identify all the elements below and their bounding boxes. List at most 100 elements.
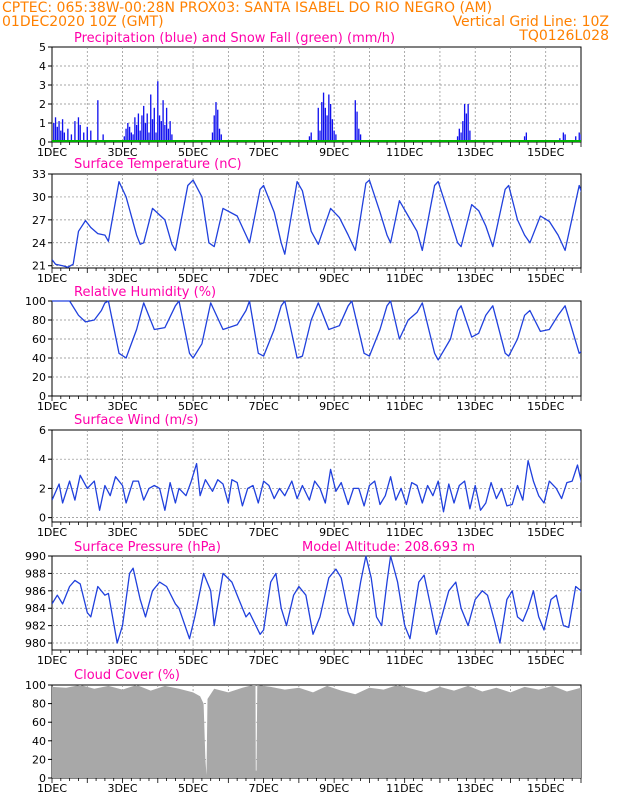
precip-bar xyxy=(211,132,214,142)
panel-3: 0 20 40 60 80 100 1DEC 3DEC 5DEC 7DEC 9DEC 11DEC 13D… xyxy=(25,285,582,413)
x-tick-label: 5DEC xyxy=(178,526,208,539)
precip-bar xyxy=(90,130,92,142)
x-tick-label: 9DEC xyxy=(319,526,349,539)
precip-bar xyxy=(578,132,580,142)
precip-bar xyxy=(130,132,133,142)
x-tick-label: 3DEC xyxy=(107,654,137,667)
precip-bar xyxy=(70,134,73,142)
y-tick-label: 980 xyxy=(25,637,46,650)
precip-bar xyxy=(328,94,330,142)
x-tick-label: 11DEC xyxy=(386,272,423,285)
precip-bar xyxy=(160,121,162,142)
precip-bar xyxy=(141,115,143,142)
precip-bar xyxy=(56,126,58,142)
header-grid-line: Vertical Grid Line: 10Z xyxy=(452,14,609,30)
y-tick-label: 100 xyxy=(25,679,46,692)
x-tick-label: 1DEC xyxy=(37,526,67,539)
panel-title: Precipitation (blue) and Snow Fall (gree… xyxy=(74,31,395,46)
x-tick-label: 9DEC xyxy=(319,400,349,413)
precip-bar xyxy=(356,111,358,142)
y-tick-label: 6 xyxy=(39,424,46,437)
y-tick-label: 982 xyxy=(25,620,46,633)
precip-bar xyxy=(61,119,64,142)
precip-bar xyxy=(213,115,215,142)
y-tick-label: 0 xyxy=(39,512,46,525)
precip-bar xyxy=(331,119,334,142)
y-tick-label: 984 xyxy=(25,602,46,615)
precip-bar xyxy=(354,100,356,142)
precip-bar xyxy=(335,134,337,142)
x-tick-label: 11DEC xyxy=(386,400,423,413)
precip-bar xyxy=(146,113,148,142)
precip-bar xyxy=(165,107,168,142)
data-layer xyxy=(52,179,581,268)
x-tick-label: 13DEC xyxy=(457,782,494,795)
x-tick-label: 9DEC xyxy=(319,272,349,285)
precip-bar xyxy=(53,123,55,142)
x-tick-label: 3DEC xyxy=(107,782,137,795)
precip-bar xyxy=(63,132,66,142)
x-tick-label: 5DEC xyxy=(178,146,208,159)
y-tick-label: 4 xyxy=(39,453,46,466)
y-tick-label: 60 xyxy=(32,716,46,729)
precip-bar xyxy=(137,113,140,142)
precip-bar xyxy=(215,102,217,142)
precip-bar xyxy=(127,123,129,142)
panel-2: 21 24 27 30 33 1DEC 3DEC 5DEC 7DEC 9DEC 11DEC 13DEC… xyxy=(32,157,582,285)
x-tick-label: 11DEC xyxy=(386,782,423,795)
y-tick-label: 20 xyxy=(32,753,46,766)
precip-bar xyxy=(469,130,471,142)
y-tick-label: 100 xyxy=(25,295,46,308)
y-tick-label: 5 xyxy=(39,41,46,54)
precip-bar xyxy=(148,132,150,142)
x-tick-label: 3DEC xyxy=(107,526,137,539)
x-tick-label: 3DEC xyxy=(107,272,137,285)
x-tick-label: 15DEC xyxy=(527,272,564,285)
x-tick-label: 15DEC xyxy=(527,526,564,539)
panel-title: Surface Temperature (nC) xyxy=(74,157,242,172)
panel-title: Surface Pressure (hPa) xyxy=(74,540,221,555)
precip-bar xyxy=(310,132,312,142)
y-tick-label: 21 xyxy=(32,260,46,273)
precip-bar xyxy=(217,109,219,142)
precip-bar xyxy=(523,136,526,142)
y-tick-label: 80 xyxy=(32,314,46,327)
data-layer xyxy=(52,81,581,142)
x-tick-label: 13DEC xyxy=(457,400,494,413)
precip-bar xyxy=(326,115,328,142)
series-line xyxy=(52,300,581,361)
precip-bar xyxy=(321,102,323,142)
header-date: 01DEC2020 10Z (GMT) xyxy=(2,14,164,30)
precip-bar xyxy=(467,104,469,142)
x-tick-label: 5DEC xyxy=(178,654,208,667)
panel-5: 980 982 984 986 988 990 1DEC 3DEC 5DEC 7DEC 9DEC 11… xyxy=(25,540,582,667)
data-layer xyxy=(52,300,581,361)
panel-frame xyxy=(51,429,582,523)
panel-6: 0 20 40 60 80 100 1DEC 3DEC 5DEC 7DEC 9DEC 11DEC 13D… xyxy=(25,668,582,795)
y-tick-label: 4 xyxy=(39,60,46,73)
precip-bar xyxy=(151,119,154,142)
precip-bar xyxy=(164,124,166,142)
y-tick-label: 2 xyxy=(39,98,46,111)
x-tick-label: 7DEC xyxy=(249,654,279,667)
precip-bar xyxy=(329,104,332,142)
header-code: TQ0126L028 xyxy=(519,28,609,44)
panel-annotation: Model Altitude: 208.693 m xyxy=(302,540,475,555)
precip-bar xyxy=(162,100,164,142)
y-tick-label: 988 xyxy=(25,567,46,580)
x-tick-label: 11DEC xyxy=(386,654,423,667)
panel-4: 0 2 4 6 1DEC 3DEC 5DEC 7DEC 9DEC 11DEC 13DEC 15DEC S… xyxy=(37,413,582,539)
precip-bar xyxy=(317,107,319,142)
y-tick-label: 30 xyxy=(32,191,46,204)
precip-bar xyxy=(564,134,566,142)
x-tick-label: 3DEC xyxy=(107,146,137,159)
precip-bar xyxy=(171,134,173,142)
precip-bar xyxy=(525,132,527,142)
precip-bar xyxy=(74,121,76,142)
x-tick-label: 7DEC xyxy=(249,146,279,159)
x-tick-label: 7DEC xyxy=(249,526,279,539)
y-tick-label: 0 xyxy=(39,136,46,149)
precip-bar xyxy=(322,92,325,142)
panel-frame xyxy=(51,46,582,143)
